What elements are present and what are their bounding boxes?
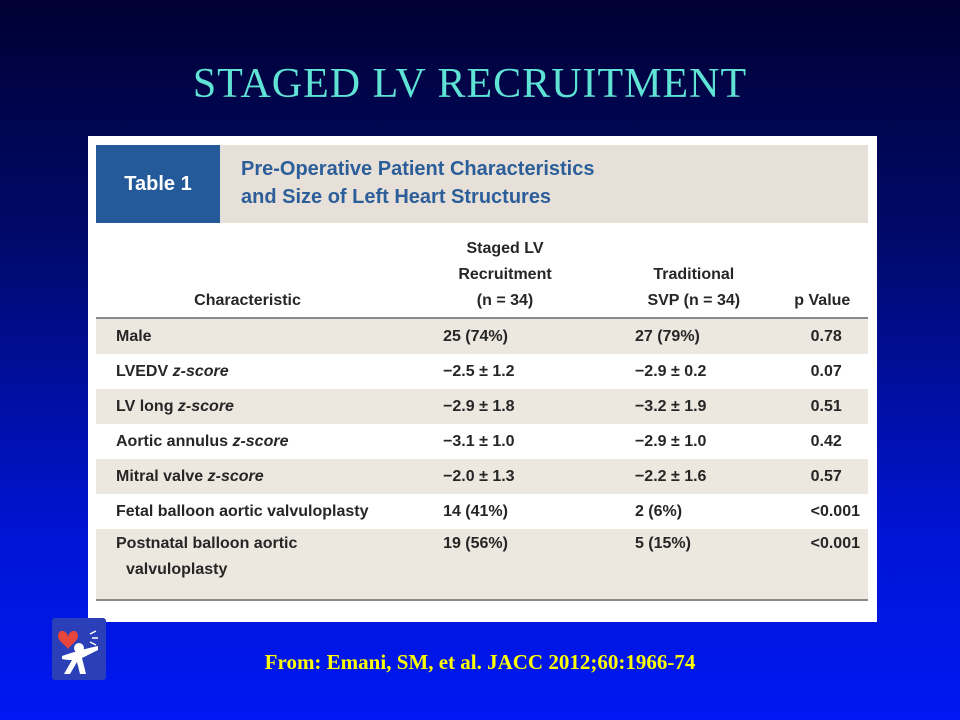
cell-traditional: 2 (6%) <box>634 502 683 520</box>
col-header-staged-line3: (n = 34) <box>476 292 534 309</box>
cell-staged: 19 (56%) <box>407 529 611 601</box>
col-header-traditional-line2: SVP (n = 34) <box>647 292 741 309</box>
cell-p-value: <0.001 <box>810 502 860 520</box>
col-header-p-value: p Value <box>784 236 868 319</box>
table-caption: Pre-Operative Patient Characteristics an… <box>241 155 801 211</box>
col-header-traditional-line1: Traditional <box>653 266 735 283</box>
cell-characteristic-text: LVEDV <box>116 362 173 380</box>
cell-staged: −2.0 ± 1.3 <box>407 459 611 494</box>
slide-title: STAGED LV RECRUITMENT <box>192 61 748 107</box>
cell-characteristic-text: Mitral valve <box>116 467 208 485</box>
table-panel: Table 1 Pre-Operative Patient Characteri… <box>88 136 877 622</box>
col-header-characteristic: Characteristic <box>96 236 408 319</box>
table-header-band: Table 1 Pre-Operative Patient Characteri… <box>96 145 868 223</box>
table-row: Aortic annulus z-score −3.1 ± 1.0 −2.9 ±… <box>96 424 868 459</box>
cell-traditional: −3.2 ± 1.9 <box>610 389 785 424</box>
cell-characteristic-zscore: z-score <box>172 362 229 380</box>
cell-staged: −3.1 ± 1.0 <box>443 432 515 450</box>
col-header-staged: Staged LV Recruitment (n = 34) <box>407 236 611 319</box>
cell-characteristic: Fetal balloon aortic valvuloplasty <box>116 502 369 520</box>
table-row: Mitral valve z-score −2.0 ± 1.3 −2.2 ± 1… <box>96 459 868 494</box>
cell-p-value: 0.42 <box>810 432 842 450</box>
cell-p-value: <0.001 <box>784 529 868 601</box>
table-row: LV long z-score −2.9 ± 1.8 −3.2 ± 1.9 0.… <box>96 389 868 424</box>
cell-p-value: 0.57 <box>784 459 868 494</box>
table-row: LVEDV z-score −2.5 ± 1.2 −2.9 ± 0.2 0.07 <box>96 354 868 389</box>
cell-staged: 14 (41%) <box>443 502 508 520</box>
cell-characteristic-line2: valvuloplasty <box>126 561 228 578</box>
cell-traditional: 5 (15%) <box>610 529 785 601</box>
cell-staged: −2.5 ± 1.2 <box>443 362 515 380</box>
heart-person-logo-icon <box>52 618 106 680</box>
cell-characteristic: Mitral valve z-score <box>96 459 408 494</box>
table-row: Postnatal balloon aortic valvuloplasty 1… <box>96 529 868 601</box>
cell-p-value: 0.51 <box>784 389 868 424</box>
cell-characteristic: Male <box>96 318 408 354</box>
col-header-traditional: Traditional SVP (n = 34) <box>610 236 785 319</box>
cell-traditional: −2.2 ± 1.6 <box>610 459 785 494</box>
cell-traditional: 27 (79%) <box>610 318 785 354</box>
col-header-staged-line2: Recruitment <box>458 266 552 283</box>
table-row: Male 25 (74%) 27 (79%) 0.78 <box>96 318 868 354</box>
data-table: Characteristic Staged LV Recruitment (n … <box>96 236 868 601</box>
table-row: Fetal balloon aortic valvuloplasty 14 (4… <box>96 494 868 529</box>
cell-staged: −2.9 ± 1.8 <box>407 389 611 424</box>
cell-characteristic: Aortic annulus z-score <box>96 424 407 459</box>
cell-p-value: 0.78 <box>784 318 868 354</box>
citation: From: Emani, SM, et al. JACC 2012;60:196… <box>264 650 696 674</box>
cell-characteristic-zscore: z-score <box>207 467 264 485</box>
cell-characteristic-zscore: z-score <box>232 432 289 450</box>
table-header-row: Characteristic Staged LV Recruitment (n … <box>96 236 868 319</box>
cell-characteristic-zscore: z-score <box>177 397 234 415</box>
table-number: Table 1 <box>96 145 220 223</box>
cell-staged: 25 (74%) <box>407 318 611 354</box>
cell-characteristic: LV long z-score <box>96 389 408 424</box>
cell-characteristic-text: LV long <box>116 397 178 415</box>
cell-traditional: −2.9 ± 0.2 <box>634 362 707 380</box>
table-caption-line1: Pre-Operative Patient Characteristics <box>241 158 595 180</box>
cell-characteristic-line1: Postnatal balloon aortic <box>116 535 298 552</box>
cell-characteristic: LVEDV z-score <box>96 354 407 389</box>
cell-p-value: 0.07 <box>810 362 842 380</box>
cell-traditional: −2.9 ± 1.0 <box>634 432 707 450</box>
col-header-staged-line1: Staged LV <box>466 240 544 257</box>
cell-characteristic-text: Aortic annulus <box>116 432 233 450</box>
cell-characteristic: Postnatal balloon aortic valvuloplasty <box>96 529 408 601</box>
table-caption-line2: and Size of Left Heart Structures <box>241 186 552 208</box>
